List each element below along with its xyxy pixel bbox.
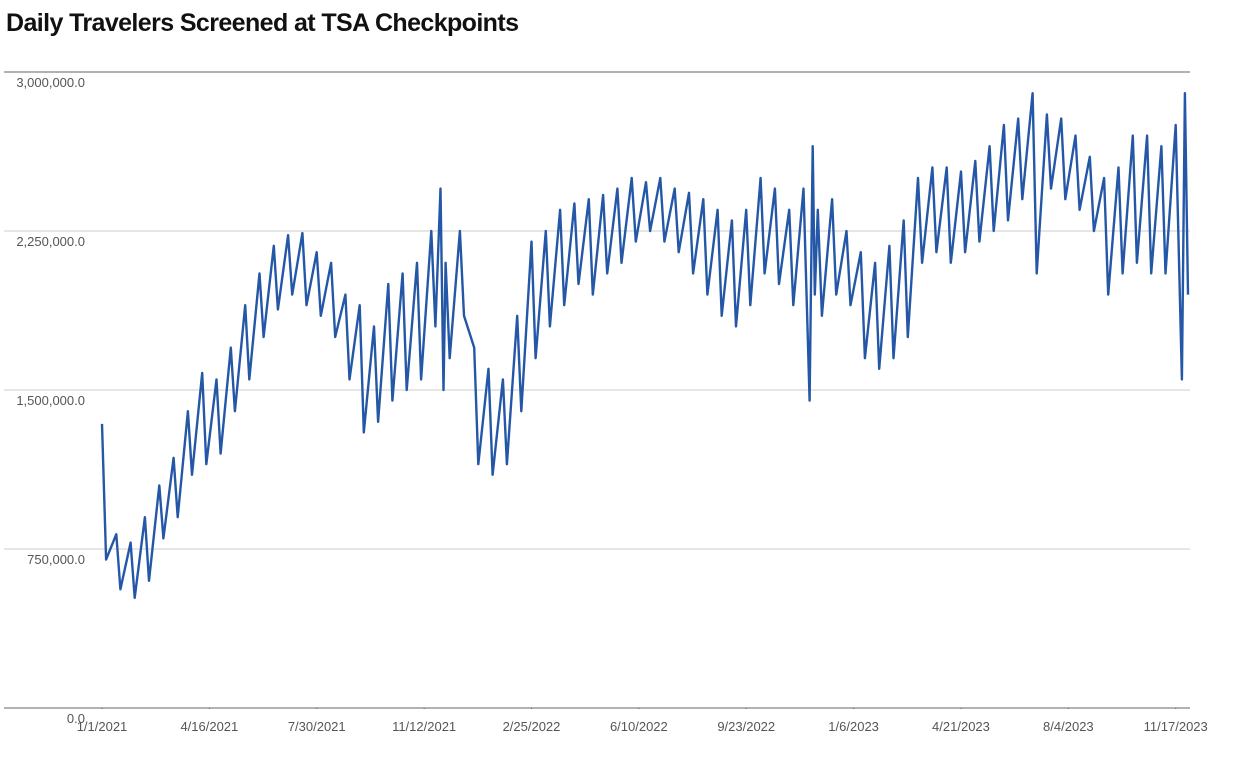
y-tick-label: 0.0 bbox=[67, 711, 85, 726]
x-tick-label: 11/17/2023 bbox=[1144, 719, 1208, 734]
y-tick-label: 2,250,000.0 bbox=[16, 234, 85, 249]
y-tick-label: 3,000,000.0 bbox=[16, 75, 85, 90]
x-tick-label: 8/4/2023 bbox=[1043, 719, 1094, 734]
x-tick-label: 6/10/2022 bbox=[610, 719, 668, 734]
x-tick-label: 4/16/2021 bbox=[180, 719, 238, 734]
x-tick-label: 4/21/2023 bbox=[932, 719, 990, 734]
x-tick-label: 11/12/2021 bbox=[392, 719, 456, 734]
data-line bbox=[100, 92, 1190, 599]
x-tick-label: 2/25/2022 bbox=[503, 719, 561, 734]
x-tick-label: 1/6/2023 bbox=[828, 719, 879, 734]
y-tick-label: 750,000.0 bbox=[27, 552, 85, 567]
x-tick-label: 1/1/2021 bbox=[77, 719, 128, 734]
y-tick-label: 1,500,000.0 bbox=[16, 393, 85, 408]
chart-title: Daily Travelers Screened at TSA Checkpoi… bbox=[6, 9, 518, 37]
x-tick-label: 9/23/2022 bbox=[717, 719, 775, 734]
x-tick-label: 7/30/2021 bbox=[288, 719, 346, 734]
